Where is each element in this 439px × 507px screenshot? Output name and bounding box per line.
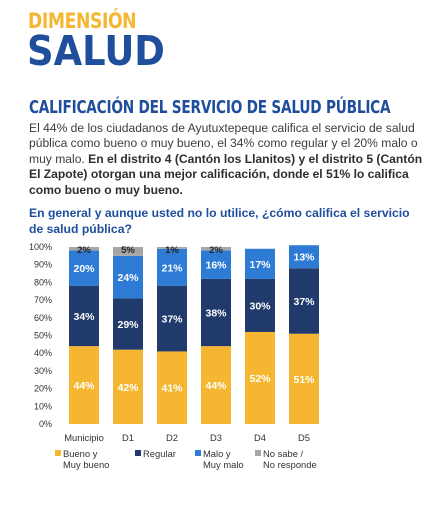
x-tick-label: D4: [254, 432, 266, 443]
y-tick-label: 50%: [34, 331, 52, 341]
legend-label-line2: Muy malo: [203, 459, 244, 470]
data-label-malo: 21%: [161, 262, 183, 274]
data-label-malo: 17%: [249, 259, 271, 271]
bar-segment-regular: [69, 285, 99, 347]
legend-swatch: [195, 450, 201, 456]
data-label-bueno: 51%: [293, 374, 315, 386]
survey-question: En general y aunque usted no lo utilice,…: [29, 206, 410, 236]
data-label-regular: 37%: [161, 314, 183, 326]
bar-segment-malo: [245, 248, 275, 279]
dimension-kicker: DIMENSIÓN: [28, 9, 137, 33]
y-tick-label: 10%: [34, 401, 52, 411]
y-tick-label: 40%: [34, 348, 52, 358]
summary-bold: En el distrito 4 (Cantón los Llanitos) y…: [29, 151, 423, 197]
y-tick-label: 80%: [34, 277, 52, 287]
y-tick-label: 0%: [39, 419, 52, 429]
data-label-malo: 24%: [117, 272, 139, 284]
data-label-bueno: 41%: [161, 383, 183, 395]
data-label-bueno: 42%: [117, 382, 139, 394]
data-label-nosabe: 2%: [77, 245, 91, 256]
legend-label-line2: No responde: [263, 459, 317, 470]
bar-segment-bueno: [157, 351, 187, 424]
bar-segment-nosabe: [201, 247, 231, 251]
data-label-regular: 34%: [73, 311, 95, 323]
y-tick-label: 90%: [34, 260, 52, 270]
data-label-nosabe: 5%: [121, 245, 135, 256]
x-tick-label: Municipio: [64, 432, 104, 443]
data-label-regular: 30%: [249, 300, 271, 312]
y-tick-label: 100%: [29, 242, 52, 252]
legend-swatch: [135, 450, 141, 456]
bar-segment-bueno: [289, 333, 319, 424]
bar-segment-nosabe: [157, 247, 187, 249]
data-label-nosabe: 1%: [165, 245, 179, 256]
legend-label: Bueno y: [63, 448, 98, 459]
bar-segment-regular: [289, 268, 319, 334]
bar-segment-regular: [201, 278, 231, 347]
legend-label: Malo y: [203, 448, 231, 459]
bar-segment-malo: [289, 245, 319, 269]
bar-segment-regular: [113, 298, 143, 350]
legend-label: No sabe /: [263, 448, 304, 459]
bar-segment-regular: [245, 278, 275, 332]
x-tick-label: D2: [166, 432, 178, 443]
y-tick-label: 20%: [34, 384, 52, 394]
bar-segment-malo: [69, 250, 99, 286]
data-label-malo: 13%: [293, 252, 315, 264]
bar-segment-bueno: [69, 346, 99, 424]
bar-segment-malo: [113, 255, 143, 299]
summary-plain: El 44% de los ciudadanos de Ayutuxtepequ…: [29, 121, 418, 166]
section-title: CALIFICACIÓN DEL SERVICIO DE SALUD PÚBLI…: [29, 97, 391, 118]
dimension-title: SALUD: [27, 27, 165, 75]
x-tick-label: D5: [298, 432, 310, 443]
bar-segment-nosabe: [113, 247, 143, 256]
data-label-malo: 16%: [205, 260, 227, 272]
data-label-regular: 38%: [205, 307, 227, 319]
data-label-nosabe: 2%: [209, 245, 223, 256]
data-label-bueno: 44%: [73, 380, 95, 392]
legend-swatch: [255, 450, 261, 456]
bar-segment-regular: [157, 285, 187, 352]
data-label-regular: 29%: [117, 319, 139, 331]
bar-segment-bueno: [201, 346, 231, 424]
legend-label-line2: Muy bueno: [63, 459, 110, 470]
data-label-regular: 37%: [293, 296, 315, 308]
bar-segment-bueno: [113, 349, 143, 424]
bar-segment-malo: [201, 250, 231, 279]
y-tick-label: 70%: [34, 295, 52, 305]
y-tick-label: 60%: [34, 313, 52, 323]
legend-label: Regular: [143, 448, 176, 459]
bar-segment-malo: [157, 248, 187, 286]
x-tick-label: D3: [210, 432, 222, 443]
x-tick-label: D1: [122, 432, 134, 443]
data-label-bueno: 52%: [249, 373, 271, 385]
y-tick-label: 30%: [34, 366, 52, 376]
legend-swatch: [55, 450, 61, 456]
bar-segment-bueno: [245, 331, 275, 424]
summary-paragraph: El 44% de los ciudadanos de Ayutuxtepequ…: [29, 121, 424, 198]
data-label-bueno: 44%: [205, 380, 227, 392]
data-label-malo: 20%: [73, 263, 95, 275]
bar-segment-nosabe: [69, 247, 99, 251]
